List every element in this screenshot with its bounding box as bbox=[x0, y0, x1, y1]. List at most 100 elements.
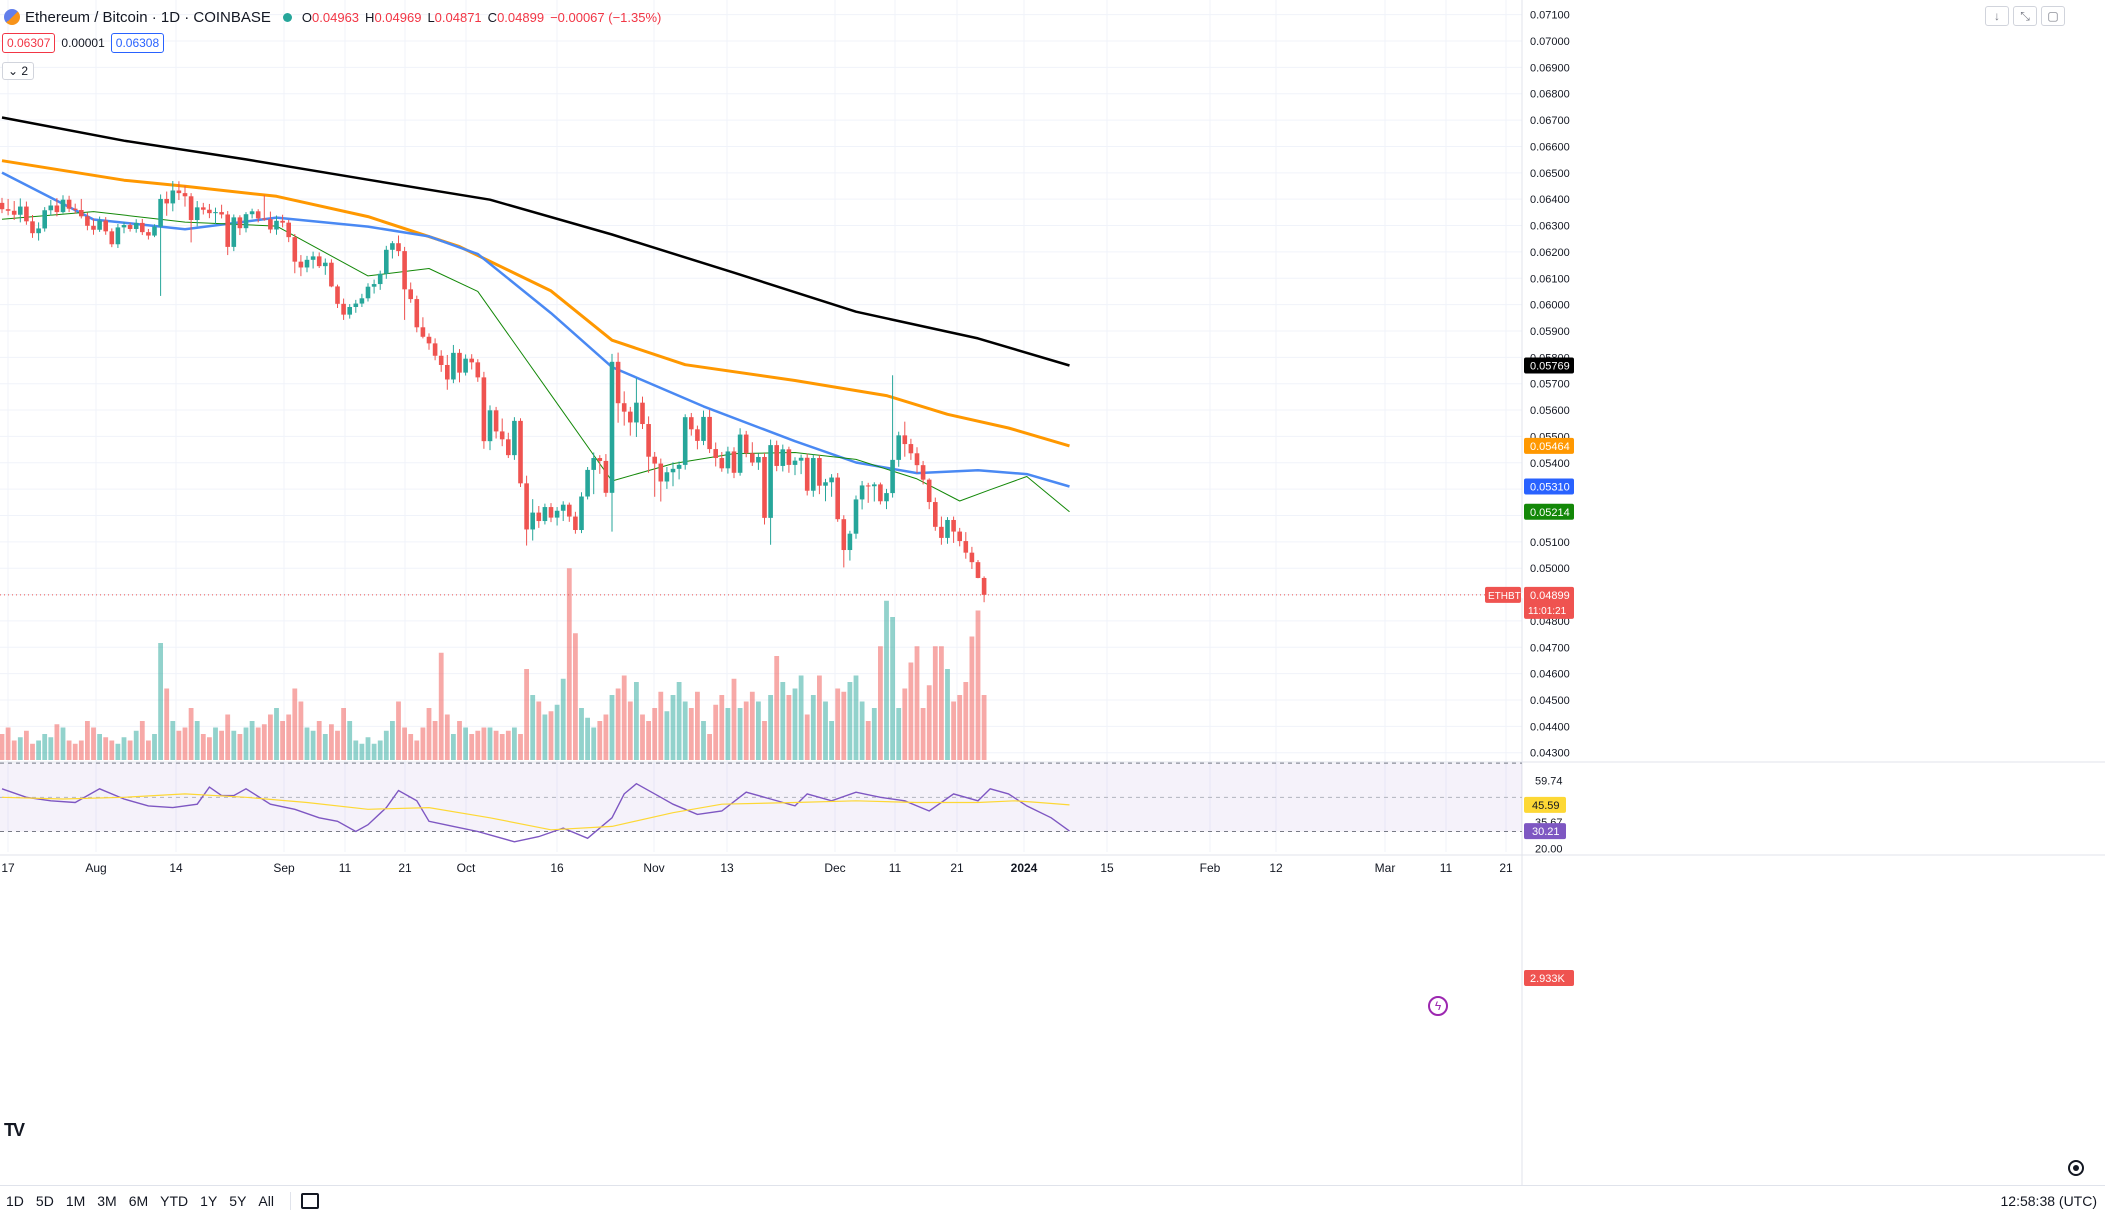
utc-clock[interactable]: 12:58:38 (UTC) bbox=[2000, 1192, 2097, 1209]
candle-body bbox=[188, 196, 194, 221]
symbol-legend: Ethereum / Bitcoin · 1D · COINBASE O 0.04… bbox=[4, 6, 667, 28]
price-tick-label: 0.05100 bbox=[1530, 537, 1570, 549]
candle-body bbox=[963, 541, 969, 553]
volume-bar bbox=[865, 721, 871, 760]
chevron-down-icon: ⌄ bbox=[8, 64, 19, 78]
volume-bar bbox=[200, 734, 206, 760]
sell-price-button[interactable]: 0.06307 bbox=[2, 33, 56, 53]
volume-bar bbox=[60, 727, 66, 760]
range-5d[interactable]: 5D bbox=[35, 1192, 54, 1209]
volume-bar bbox=[737, 708, 743, 760]
candle-body bbox=[737, 434, 743, 473]
candle-body bbox=[60, 199, 66, 213]
range-ytd[interactable]: YTD bbox=[160, 1192, 189, 1209]
lightning-icon[interactable]: ϟ bbox=[1428, 996, 1448, 1016]
settings-gear-icon[interactable] bbox=[2068, 1160, 2084, 1176]
volume-bar bbox=[457, 721, 462, 760]
price-tick-label: 0.05400 bbox=[1530, 458, 1570, 470]
candle-body bbox=[481, 377, 487, 442]
candle-body bbox=[194, 207, 200, 221]
price-tick-label: 0.07000 bbox=[1530, 36, 1570, 48]
volume-bar bbox=[420, 727, 426, 760]
time-axis-label: Nov bbox=[643, 861, 664, 875]
volume-bar bbox=[30, 743, 35, 760]
range-1d[interactable]: 1D bbox=[6, 1192, 24, 1209]
volume-bar bbox=[743, 701, 749, 760]
volume-bar bbox=[194, 721, 200, 760]
volume-bar bbox=[139, 721, 145, 760]
candle-body bbox=[292, 237, 298, 262]
volume-bar bbox=[786, 695, 792, 760]
volume-bar bbox=[402, 727, 407, 760]
candle-body bbox=[682, 417, 688, 465]
volume-bar bbox=[268, 714, 273, 760]
volume-bar bbox=[762, 721, 767, 760]
candle-body bbox=[54, 205, 60, 213]
volume-bar bbox=[896, 708, 902, 760]
calendar-icon[interactable] bbox=[300, 1192, 319, 1209]
candle-body bbox=[335, 286, 340, 304]
price-tick-label: 0.06400 bbox=[1530, 194, 1570, 206]
symbol-title[interactable]: Ethereum / Bitcoin · 1D · COINBASE bbox=[25, 8, 271, 26]
range-1m[interactable]: 1M bbox=[65, 1192, 86, 1209]
candle-body bbox=[310, 256, 316, 260]
buy-price-button[interactable]: 0.06308 bbox=[110, 33, 165, 53]
time-axis-label: 16 bbox=[550, 861, 564, 875]
volume-bar bbox=[249, 721, 255, 760]
ma-line-ma-20 bbox=[1, 211, 1070, 513]
volume-bar bbox=[524, 669, 529, 760]
time-axis-label: Sep bbox=[273, 861, 295, 875]
time-axis-label: 21 bbox=[398, 861, 412, 875]
volume-bar bbox=[707, 734, 712, 760]
volume-bar bbox=[231, 730, 237, 760]
rsi-tick-label: 59.74 bbox=[1535, 776, 1563, 788]
candle-body bbox=[695, 429, 700, 441]
price-tick-label: 0.07100 bbox=[1530, 10, 1570, 22]
eth-btc-icon bbox=[4, 9, 20, 25]
divider bbox=[289, 1191, 291, 1210]
candle-body bbox=[347, 306, 352, 315]
market-open-icon bbox=[282, 12, 292, 22]
range-5y[interactable]: 5Y bbox=[229, 1192, 247, 1209]
candle-body bbox=[341, 303, 346, 315]
candle-body bbox=[768, 445, 773, 518]
volume-bar bbox=[963, 682, 969, 760]
range-1y[interactable]: 1Y bbox=[200, 1192, 218, 1209]
volume-bar bbox=[444, 714, 450, 760]
spread-value: 0.00001 bbox=[61, 36, 105, 50]
rsi-line bbox=[1, 782, 1070, 843]
ohlc-high-key: H bbox=[365, 9, 375, 25]
volume-bar bbox=[658, 691, 664, 760]
candle-body bbox=[652, 456, 657, 464]
volume-bar bbox=[536, 701, 542, 760]
maximize-pane-icon[interactable]: ▢ bbox=[2041, 6, 2065, 26]
candle-body bbox=[475, 362, 481, 378]
candle-body bbox=[615, 361, 621, 404]
candle-body bbox=[847, 533, 853, 551]
candle-body bbox=[170, 190, 176, 204]
time-axis-label: 21 bbox=[1499, 861, 1513, 875]
candle-body bbox=[878, 484, 883, 502]
range-6m[interactable]: 6M bbox=[128, 1192, 149, 1209]
time-axis-label: 17 bbox=[1, 861, 15, 875]
candle-body bbox=[817, 458, 822, 486]
range-all[interactable]: All bbox=[258, 1192, 274, 1209]
arrow-down-icon[interactable]: ↓ bbox=[1985, 6, 2009, 26]
volume-bar bbox=[780, 682, 786, 760]
candle-body bbox=[97, 220, 102, 230]
candle-body bbox=[646, 424, 651, 457]
collapse-pane-icon[interactable]: ⤡ bbox=[2013, 6, 2037, 26]
ohlc-low-value: 0.04871 bbox=[434, 9, 482, 25]
candle-body bbox=[884, 493, 889, 502]
candle-body bbox=[859, 485, 865, 500]
candle-body bbox=[36, 228, 41, 234]
volume-badge bbox=[1524, 970, 1574, 986]
volume-bar bbox=[530, 695, 536, 760]
candle-body bbox=[933, 502, 938, 527]
indicators-collapse-button[interactable]: ⌄ 2 bbox=[2, 62, 35, 80]
ohlc-change-value: −0.00067 (−1.35%) bbox=[550, 9, 662, 25]
volume-bar bbox=[414, 740, 420, 760]
candle-body bbox=[353, 303, 359, 307]
chart-canvas[interactable]: 0.07100 0.07000 0.06900 0.06800 0.06700 0.066… bbox=[0, 0, 2105, 1185]
range-3m[interactable]: 3M bbox=[97, 1192, 117, 1209]
